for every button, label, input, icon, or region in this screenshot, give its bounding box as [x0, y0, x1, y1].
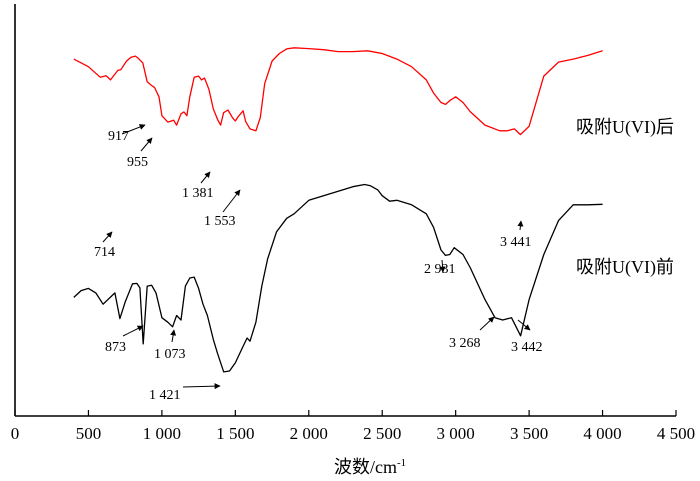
- x-axis-ticks: 0 500 1 000 1 500 2 000 2 500 3 000 3 500 4 000 4…: [11, 410, 695, 443]
- annotation-label: 873: [105, 340, 126, 355]
- annotation-label: 1 421: [149, 388, 181, 403]
- annotation-label: 3 441: [500, 235, 532, 250]
- annotation-arrow: [170, 329, 177, 343]
- series-label-before: 吸附U(VI)前: [576, 257, 674, 278]
- annotation-arrow: [517, 319, 531, 331]
- series-label-after: 吸附U(VI)后: [576, 117, 674, 138]
- x-tick-label: 1 500: [216, 424, 254, 443]
- series-layer: [73, 47, 603, 373]
- annotation-arrow: [182, 383, 221, 390]
- annotation-label: 1 381: [182, 186, 214, 201]
- annotation-arrow: [122, 325, 144, 337]
- annotation-label: 1 073: [154, 347, 186, 362]
- x-tick-label: 500: [76, 424, 102, 443]
- annotation-arrow: [200, 171, 211, 184]
- series-labels: 吸附U(VI)后 吸附U(VI)前: [576, 117, 674, 278]
- annotation-label: 3 442: [511, 340, 543, 355]
- axes-layer: [14, 4, 676, 417]
- annotation-arrow: [439, 259, 446, 273]
- x-tick-label: 3 000: [437, 424, 475, 443]
- annotation-arrow: [479, 316, 495, 331]
- annotation-arrow: [121, 124, 146, 135]
- x-axis-title: 波数/cm-1: [334, 457, 406, 477]
- annotation-arrow: [517, 220, 524, 231]
- annotation-arrow: [102, 231, 113, 243]
- x-tick-label: 2 000: [290, 424, 328, 443]
- x-tick-label: 0: [11, 424, 20, 443]
- annotation-label: 3 268: [449, 336, 481, 351]
- annotation-label: 955: [127, 155, 148, 170]
- x-tick-label: 4 500: [657, 424, 695, 443]
- annotation-arrow: [222, 189, 241, 213]
- annotation-label: 714: [94, 245, 115, 260]
- x-axis-title-text: 波数/cm: [334, 457, 397, 477]
- series-line-after: [73, 47, 603, 136]
- annotation-label: 2 931: [424, 262, 456, 277]
- annotation-label: 917: [108, 129, 129, 144]
- x-tick-label: 1 000: [143, 424, 181, 443]
- annotation-label: 1 553: [204, 214, 236, 229]
- annotation-arrow: [140, 137, 153, 152]
- x-axis-title-superscript: -1: [397, 457, 406, 469]
- series-line-before: [73, 183, 603, 373]
- x-tick-label: 3 500: [510, 424, 548, 443]
- x-tick-label: 4 000: [583, 424, 621, 443]
- x-tick-label: 2 500: [363, 424, 401, 443]
- peak-annotations: 917 955 1 381 1 553 3 441 714 873 1 073 1 421 2 9…: [94, 124, 543, 403]
